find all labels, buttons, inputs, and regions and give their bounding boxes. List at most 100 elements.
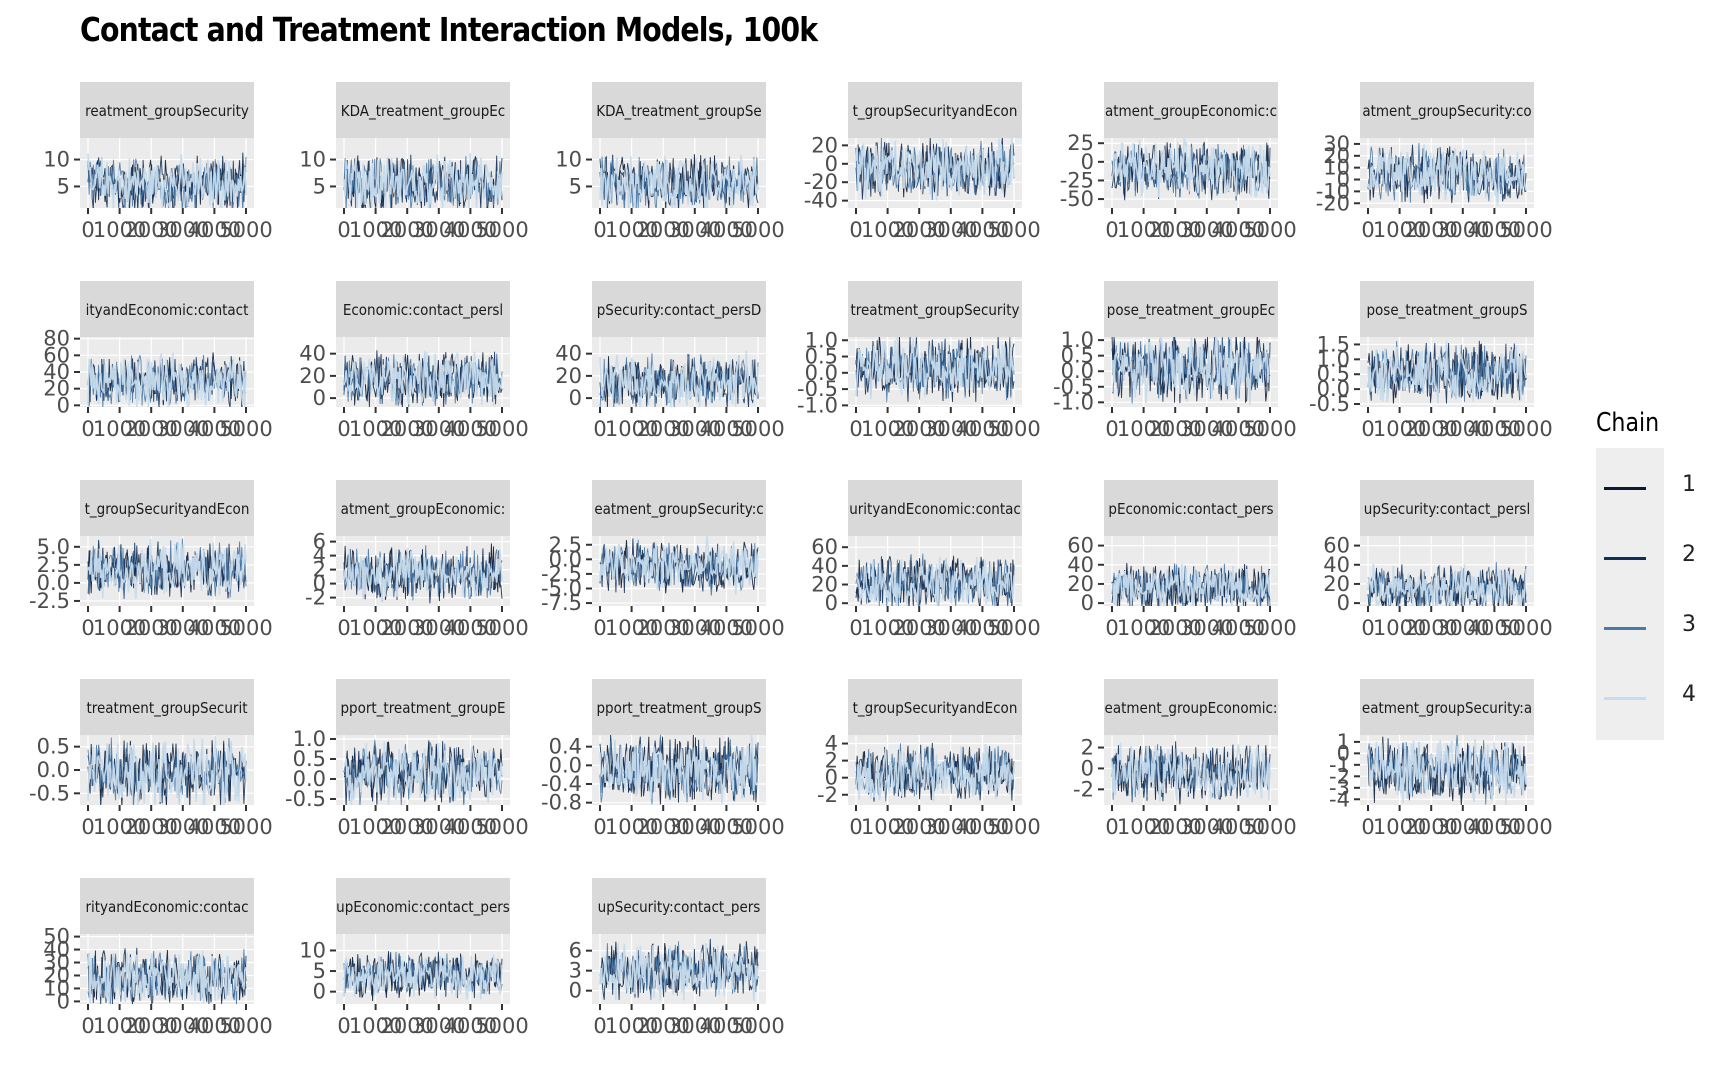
- facet-strip: [336, 679, 510, 735]
- x-tick-label: 5000: [987, 218, 1040, 242]
- y-tick-label: -0.5: [797, 377, 838, 401]
- y-tick-label: -2: [817, 783, 838, 807]
- trace-chain-4: [343, 350, 503, 407]
- y-tick-label: -2: [1329, 764, 1350, 788]
- legend-box: 1 2 3 4: [1596, 448, 1696, 740]
- x-tick-label: 0: [849, 218, 862, 242]
- y-tick-label: 10: [299, 148, 326, 172]
- facet-panel-10: treatment_groupSecurity -1.0-0.50.00.51.0…: [797, 281, 1041, 441]
- trace-chain-4: [343, 954, 503, 1000]
- x-tick-label: 2000: [124, 815, 177, 839]
- trace-chain-4: [87, 153, 247, 208]
- facet-strip-label: atment_groupSecurity:co: [1362, 102, 1531, 121]
- y-tick-label: 0: [313, 980, 326, 1004]
- y-tick-label: 0: [57, 989, 70, 1013]
- x-tick-label: 3000: [1436, 616, 1489, 640]
- x-tick-label: 3000: [156, 218, 209, 242]
- y-tick-label: -0.5: [1053, 375, 1094, 399]
- y-tick-label: -2.5: [541, 562, 582, 586]
- y-tick-label: 40: [1067, 553, 1094, 577]
- trace-chain-2: [87, 740, 247, 805]
- facet-strip: [80, 82, 254, 138]
- facet-strip-label: eatment_groupSecurity:a: [1362, 699, 1532, 718]
- y-tick-label: 20: [1323, 572, 1350, 596]
- y-tick-label: 0.0: [1061, 359, 1094, 383]
- y-tick-label: 0: [1081, 756, 1094, 780]
- trace-chain-4: [87, 538, 247, 599]
- y-tick-label: 1.0: [1317, 347, 1350, 371]
- x-tick-label: 2000: [892, 815, 945, 839]
- y-tick-label: 0.0: [805, 361, 838, 385]
- x-tick-label: 5000: [219, 1014, 272, 1038]
- trace-chain-4: [1111, 138, 1271, 198]
- y-tick-label: -20: [1316, 191, 1350, 215]
- trace-chain-4: [599, 735, 759, 804]
- x-tick-label: 1000: [1373, 616, 1426, 640]
- x-tick-label: 0: [1105, 815, 1118, 839]
- facet-strip: [80, 679, 254, 735]
- x-tick-label: 0: [849, 616, 862, 640]
- x-tick-label: 4000: [1468, 815, 1521, 839]
- legend-item-chain-4[interactable]: 4: [1596, 664, 1696, 734]
- x-tick-label: 5000: [1499, 616, 1552, 640]
- x-tick-label: 3000: [1436, 417, 1489, 441]
- facet-strip-label: Economic:contact_persl: [343, 301, 503, 320]
- facet-strip: [592, 878, 766, 934]
- x-tick-label: 4000: [956, 815, 1009, 839]
- y-tick-label: 1.0: [293, 727, 326, 751]
- x-tick-label: 0: [337, 815, 350, 839]
- trace-chain-4: [599, 536, 759, 595]
- x-tick-label: 2000: [380, 417, 433, 441]
- trace-chain-4: [343, 153, 503, 208]
- x-tick-label: 5000: [1499, 815, 1552, 839]
- x-tick-label: 4000: [700, 815, 753, 839]
- x-tick-label: 1000: [349, 815, 402, 839]
- facet-strip-label: pose_treatment_groupS: [1366, 301, 1527, 320]
- y-tick-label: -4: [1329, 787, 1350, 811]
- legend-key-chain-3: [1604, 627, 1646, 630]
- facet-strip: [336, 281, 510, 337]
- x-tick-label: 1000: [861, 815, 914, 839]
- trace-chain-4: [1367, 738, 1527, 805]
- x-tick-label: 2000: [380, 815, 433, 839]
- facet-strip-label: KDA_treatment_groupEc: [341, 102, 505, 121]
- facet-strip: [592, 281, 766, 337]
- x-tick-label: 2000: [892, 218, 945, 242]
- x-tick-label: 1000: [1117, 417, 1170, 441]
- y-tick-label: 0.5: [805, 345, 838, 369]
- facet-strip: [1360, 679, 1534, 735]
- y-tick-label: 60: [811, 535, 838, 559]
- y-tick-label: 5: [57, 174, 70, 198]
- y-tick-label: 40: [43, 360, 70, 384]
- y-tick-label: -7.5: [541, 591, 582, 615]
- legend-item-chain-3[interactable]: 3: [1596, 594, 1696, 664]
- facet-panel-14: atment_groupEconomic:-202460100020003000…: [305, 480, 529, 640]
- legend-item-chain-2[interactable]: 2: [1596, 524, 1696, 594]
- facet-strip-label: pose_treatment_groupEc: [1107, 301, 1275, 320]
- y-tick-label: 0.0: [1317, 377, 1350, 401]
- facet-strip: [80, 480, 254, 536]
- legend-item-chain-1[interactable]: 1: [1596, 454, 1696, 524]
- trace-chain-4: [599, 943, 759, 1001]
- y-tick-label: 20: [1067, 572, 1094, 596]
- facet-strip-label: eatment_groupEconomic:: [1105, 699, 1278, 718]
- y-tick-label: 6: [569, 939, 582, 963]
- x-tick-label: 0: [593, 417, 606, 441]
- facet-panel-12: pose_treatment_groupS -0.50.00.51.01.5 010…: [1309, 281, 1553, 441]
- y-tick-label: -1: [1329, 753, 1350, 777]
- x-tick-label: 5000: [1499, 218, 1552, 242]
- x-tick-label: 2000: [636, 815, 689, 839]
- x-tick-label: 0: [1361, 417, 1374, 441]
- y-tick-label: 5.0: [37, 535, 70, 559]
- y-tick-label: 0.4: [549, 735, 582, 759]
- facet-panel-2: KDA_treatment_groupEc 510 0100020003000400…: [299, 82, 529, 242]
- facet-strip: [848, 82, 1022, 138]
- x-tick-label: 3000: [1180, 815, 1233, 839]
- facet-strip: [1104, 480, 1278, 536]
- y-tick-label: 20: [43, 377, 70, 401]
- facet-strip: [848, 281, 1022, 337]
- x-tick-label: 4000: [1468, 417, 1521, 441]
- x-tick-label: 1000: [1373, 815, 1426, 839]
- y-tick-label: 20: [1323, 144, 1350, 168]
- x-tick-label: 1000: [93, 1014, 146, 1038]
